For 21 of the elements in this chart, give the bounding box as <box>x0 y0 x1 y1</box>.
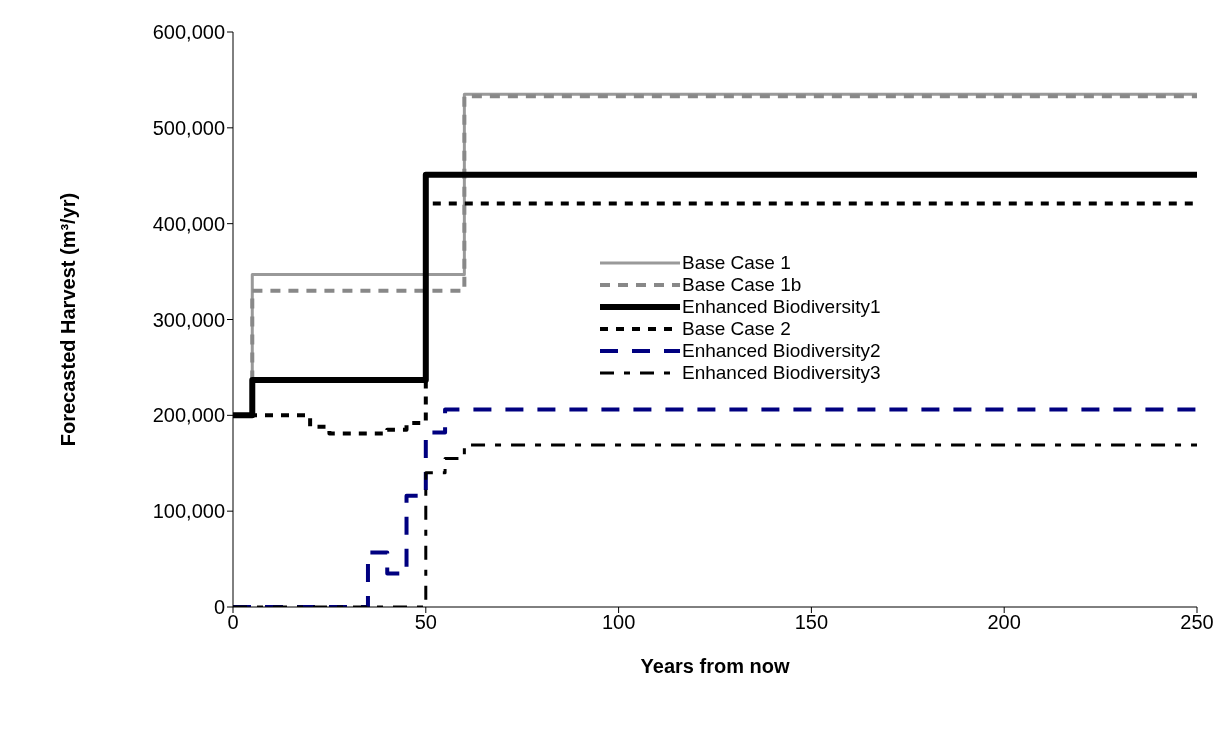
x-axis-title: Years from now <box>640 655 790 677</box>
y-tick-label: 400,000 <box>152 212 225 235</box>
y-tick-label: 500,000 <box>152 116 225 139</box>
legend-label: Enhanced Biodiversity2 <box>682 340 881 362</box>
legend-label: Base Case 2 <box>682 318 791 340</box>
y-tick-label: 0 <box>213 596 225 619</box>
legend-label: Base Case 1 <box>682 252 791 274</box>
y-tick-label: 600,000 <box>152 21 225 44</box>
legend-label: Base Case 1b <box>682 274 802 296</box>
y-tick-label: 100,000 <box>152 500 225 523</box>
x-tick-label: 250 <box>1180 611 1214 634</box>
x-tick-label: 150 <box>794 611 829 634</box>
y-axis-title: Forecasted Harvest (m³/yr) <box>57 192 80 447</box>
x-tick-label: 100 <box>601 611 636 634</box>
x-tick-label: 50 <box>414 611 437 634</box>
y-tick-label: 300,000 <box>152 308 225 331</box>
x-tick-label: 200 <box>987 611 1021 634</box>
x-tick-label: 0 <box>227 611 239 634</box>
legend-label: Enhanced Biodiversity1 <box>682 296 881 318</box>
legend-label: Enhanced Biodiversity3 <box>682 362 881 384</box>
y-tick-label: 200,000 <box>152 404 225 427</box>
